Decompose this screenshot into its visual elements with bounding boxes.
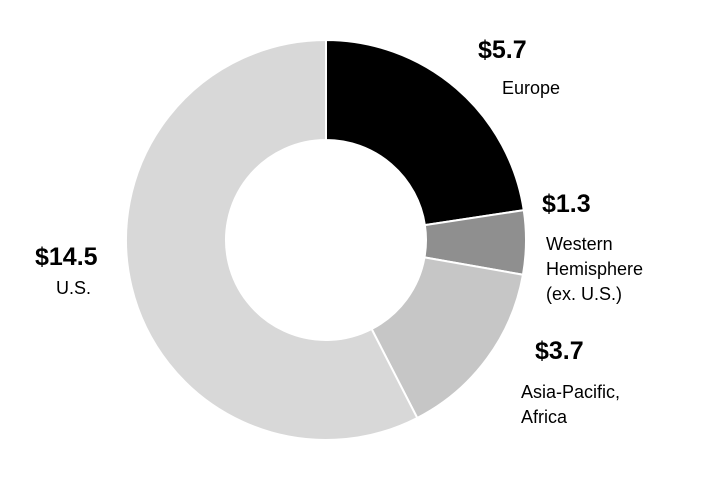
category-label: Europe — [502, 78, 561, 98]
category-label: Asia-Pacific, Africa — [521, 382, 621, 428]
category-label: U.S. — [56, 278, 92, 298]
value-label: $1.3 — [542, 190, 591, 218]
category-label: Western Hemisphere (ex. U.S.) — [546, 234, 644, 305]
donut-segment — [325, 38, 525, 227]
value-label: $14.5 — [35, 243, 98, 271]
value-label: $5.7 — [478, 36, 527, 64]
value-label: $3.7 — [535, 337, 584, 365]
donut-segment — [125, 38, 419, 441]
